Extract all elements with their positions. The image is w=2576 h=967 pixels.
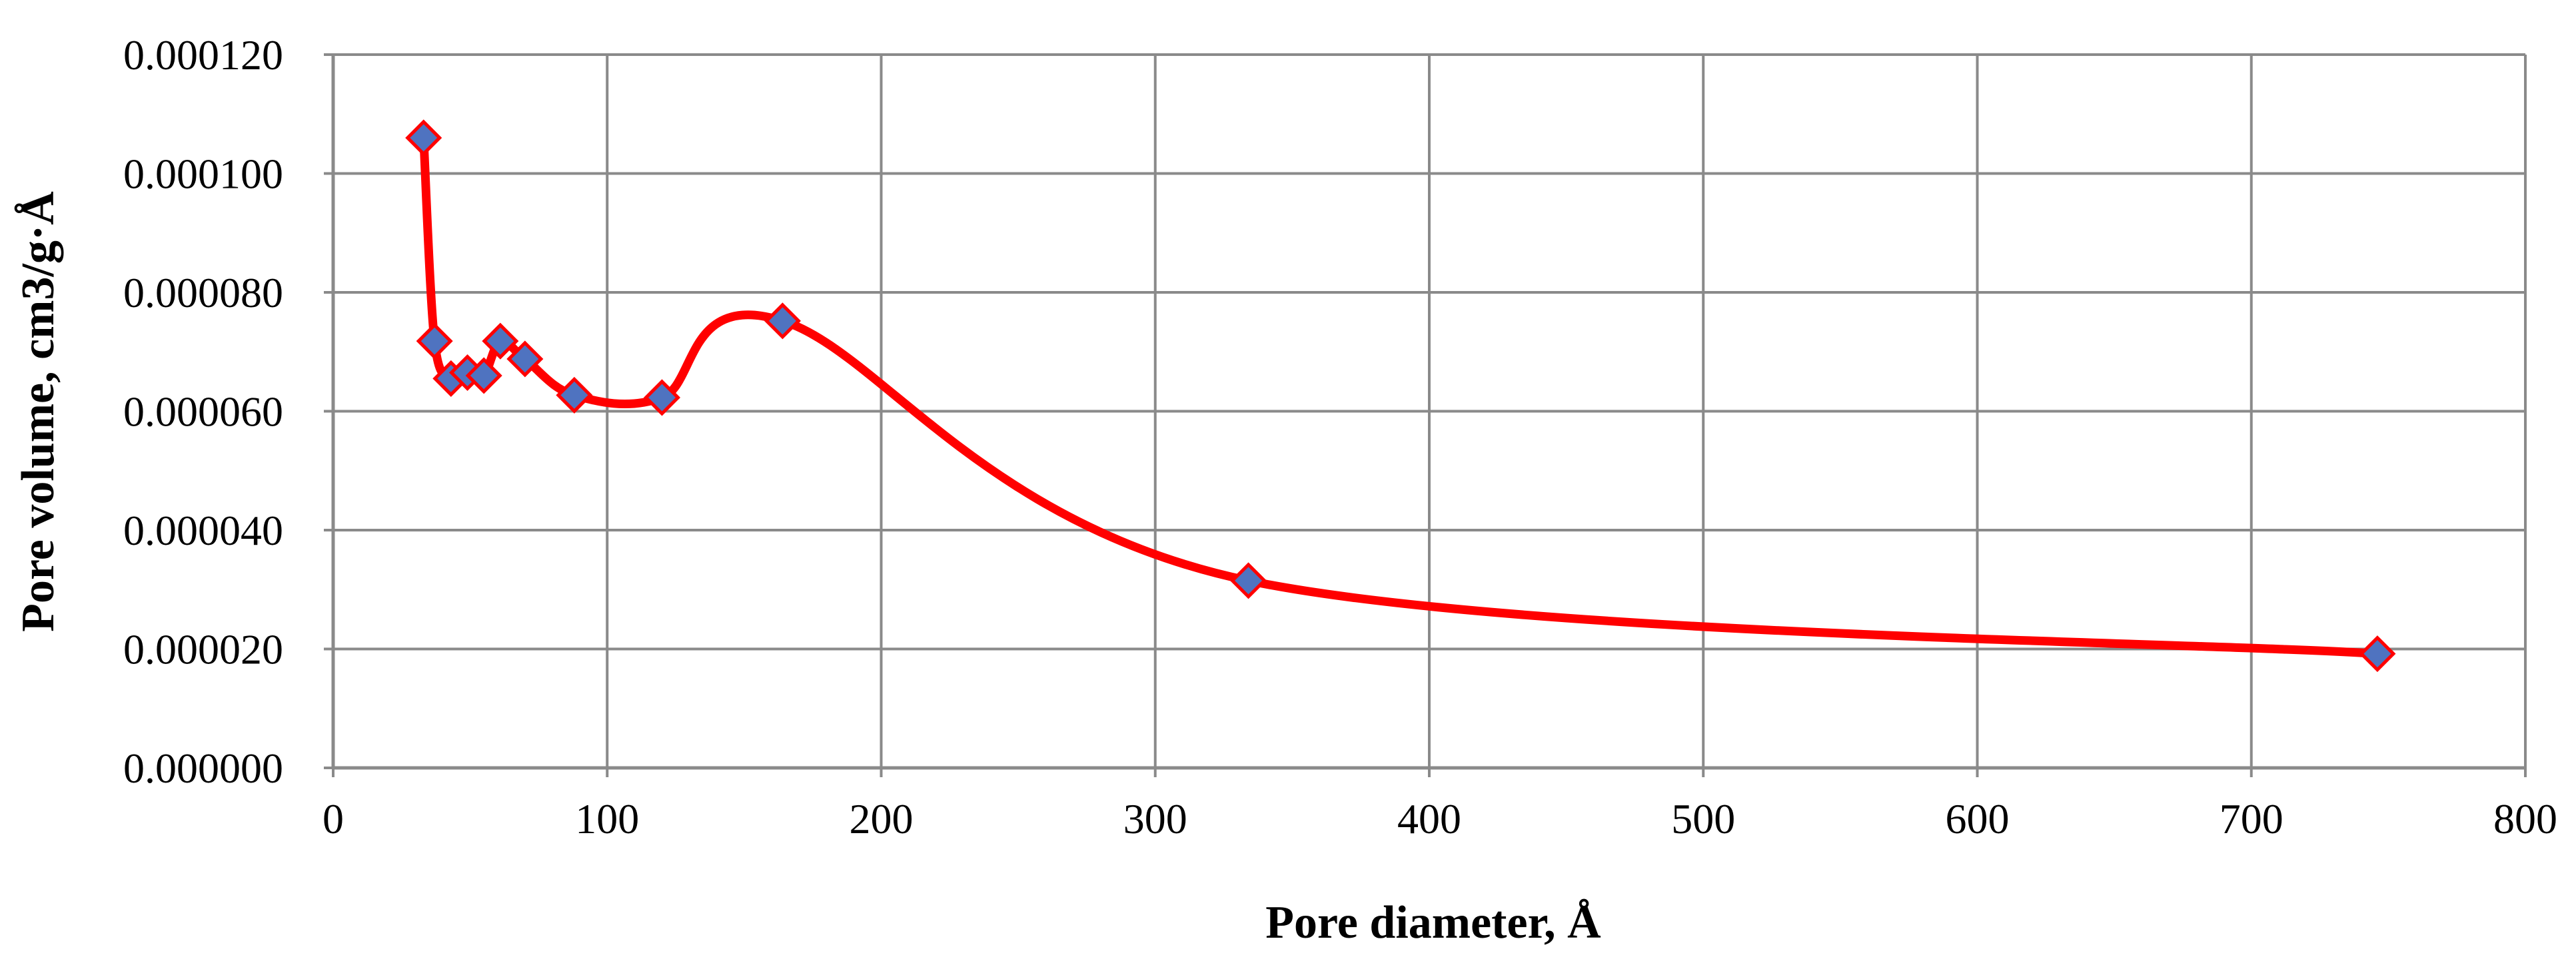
data-point-marker: [556, 376, 593, 414]
x-tick-label: 200: [850, 795, 914, 842]
y-tick-label: 0.000000: [123, 745, 283, 792]
x-axis-title: Pore diameter, Å: [1265, 897, 1601, 948]
y-tick-label: 0.000120: [123, 31, 283, 79]
y-tick-label: 0.000080: [123, 269, 283, 316]
y-tick-label: 0.000100: [123, 151, 283, 198]
x-tick-label: 0: [322, 795, 344, 842]
x-tick-label: 800: [2493, 795, 2557, 842]
y-tick-label: 0.000060: [123, 388, 283, 436]
x-tick-label: 400: [1397, 795, 1461, 842]
x-tick-label: 100: [575, 795, 639, 842]
data-point-marker: [482, 322, 519, 360]
x-tick-label: 300: [1123, 795, 1187, 842]
data-point-marker: [643, 379, 681, 416]
y-axis-title: Pore volume, cm3/g·Å: [13, 191, 64, 632]
series-group: [405, 119, 2396, 673]
x-tick-labels: 0 100 200 300 400 500 600 700 800: [322, 795, 2557, 842]
x-tick-label: 700: [2220, 795, 2283, 842]
x-tick-label: 500: [1671, 795, 1735, 842]
data-point-marker: [506, 340, 544, 378]
data-point-marker: [1230, 562, 1267, 599]
data-point-marker: [2359, 635, 2396, 673]
data-point-marker: [764, 302, 801, 340]
y-tick-labels: 0.000000 0.000020 0.000040 0.000060 0.000080…: [123, 31, 283, 792]
y-tick-label: 0.000040: [123, 507, 283, 554]
y-tick-label: 0.000020: [123, 626, 283, 673]
x-tick-label: 600: [1946, 795, 2010, 842]
series-line: [419, 133, 2382, 659]
data-point-marker: [416, 322, 453, 360]
data-point-marker: [465, 357, 502, 394]
data-point-marker: [405, 119, 442, 157]
axes: [324, 53, 2527, 777]
